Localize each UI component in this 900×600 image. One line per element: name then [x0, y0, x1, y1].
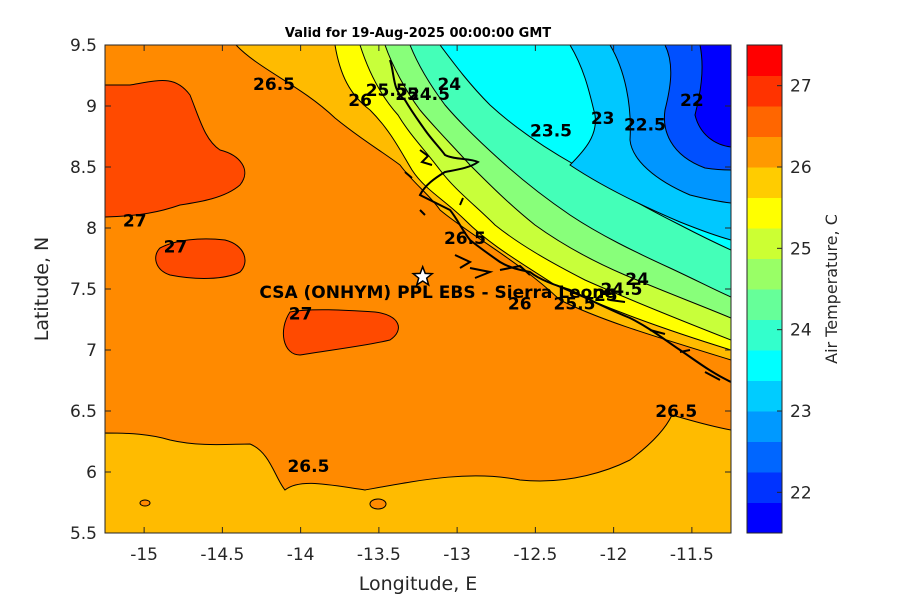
colorbar-tick-label: 24	[790, 321, 812, 341]
x-tick-label: -14	[287, 545, 315, 565]
contour-label: 26.5	[444, 229, 486, 249]
contour-fill-21-5	[694, 45, 731, 148]
colorbar-tick-label: 27	[790, 77, 812, 97]
star-icon	[411, 264, 435, 287]
x-tick-label: -15	[130, 545, 158, 565]
contour-fill-26-south	[105, 414, 731, 533]
x-tick-label: -11.5	[670, 545, 714, 565]
colorbar-swatch	[747, 45, 782, 76]
contour-label: 25.5	[366, 81, 408, 101]
y-tick-label: 8.5	[70, 158, 97, 178]
colorbar-swatch	[747, 228, 782, 259]
y-tick-label: 7	[86, 341, 97, 361]
contour-label: 25	[594, 286, 618, 306]
colorbar-swatch	[747, 502, 782, 534]
colorbar-swatch	[747, 380, 782, 412]
contour-label: 24.5	[600, 280, 642, 300]
contour-label: 24.5	[408, 85, 450, 105]
site-label: CSA (ONHYM) PPL EBS - Sierra Leone	[259, 283, 616, 303]
y-tick-label: 5.5	[70, 524, 97, 544]
colorbar-tick-label: 26	[790, 158, 812, 178]
contour-label: 26	[508, 295, 532, 315]
site-marker: CSA (ONHYM) PPL EBS - Sierra Leone	[259, 264, 616, 303]
map-title: Valid for 19-Aug-2025 00:00:00 GMT	[285, 26, 551, 41]
x-tick-label: -12.5	[513, 545, 557, 565]
x-tick-label: -13	[443, 545, 471, 565]
contour-label: 23	[591, 109, 615, 129]
x-axis-ticks: -15 -14.5 -14 -13.5 -13 -12.5 -12 -11.5	[130, 45, 714, 565]
contour-label: 27	[164, 237, 188, 257]
colorbar-label: Air Temperature, C	[822, 214, 841, 364]
colorbar-tick-label: 22	[790, 483, 812, 503]
contour-label: 26.5	[253, 75, 295, 95]
colorbar-swatch	[747, 411, 782, 442]
colorbar-tick-label: 25	[790, 239, 812, 259]
contour-island	[139, 499, 151, 507]
y-tick-label: 6	[86, 463, 97, 483]
colorbar-swatch	[747, 441, 782, 473]
x-tick-label: -12	[600, 545, 628, 565]
colorbar-swatch	[747, 319, 782, 351]
colorbar-swatch	[747, 167, 782, 198]
contour-label: 25	[395, 85, 419, 105]
coastline	[404, 149, 721, 381]
contour-label: 26.5	[655, 402, 697, 422]
contour-label: 27	[123, 212, 147, 232]
contour-label: 22.5	[624, 115, 666, 135]
contour-fill-27-nw	[105, 80, 246, 218]
y-tick-label: 6.5	[70, 402, 97, 422]
colorbar-swatch	[747, 350, 782, 381]
contour-label: 24	[437, 75, 461, 95]
colorbar-swatch	[747, 258, 782, 290]
contour-label: 25.5	[554, 295, 596, 315]
colorbar-swatch	[747, 136, 782, 168]
contour-label: 23.5	[530, 121, 572, 141]
y-axis-label: Latitude, N	[31, 237, 53, 342]
y-tick-label: 8	[86, 219, 97, 239]
contour-label: 26	[348, 91, 372, 111]
y-axis-ticks: 5.5 6 6.5 7 7.5 8 8.5 9 9.5	[70, 36, 731, 544]
x-tick-label: -13.5	[357, 545, 401, 565]
contour-island	[369, 498, 387, 510]
colorbar-swatch	[747, 472, 782, 503]
colorbar-frame	[746, 44, 783, 534]
map-plot-area	[105, 45, 731, 533]
y-tick-label: 9	[86, 97, 97, 117]
contour-label: 27	[289, 304, 313, 324]
colorbar-swatch	[747, 289, 782, 320]
x-tick-label: -14.5	[200, 545, 244, 565]
colorbar-swatch	[747, 197, 782, 229]
x-axis-label: Longitude, E	[359, 573, 478, 595]
contour-label: 22	[680, 91, 704, 111]
y-tick-label: 9.5	[70, 36, 97, 56]
colorbar-swatch	[747, 106, 782, 137]
y-tick-label: 7.5	[70, 280, 97, 300]
colorbar-swatch	[747, 75, 782, 107]
contour-fill-27-south	[282, 309, 399, 356]
colorbar: 22 23 24 25 26 27	[746, 44, 812, 534]
contour-label: 26.5	[287, 457, 329, 477]
coastline	[389, 59, 731, 383]
contour-fill-27-mid	[155, 238, 246, 279]
contour-label: 24	[625, 270, 649, 290]
colorbar-tick-label: 23	[790, 402, 812, 422]
